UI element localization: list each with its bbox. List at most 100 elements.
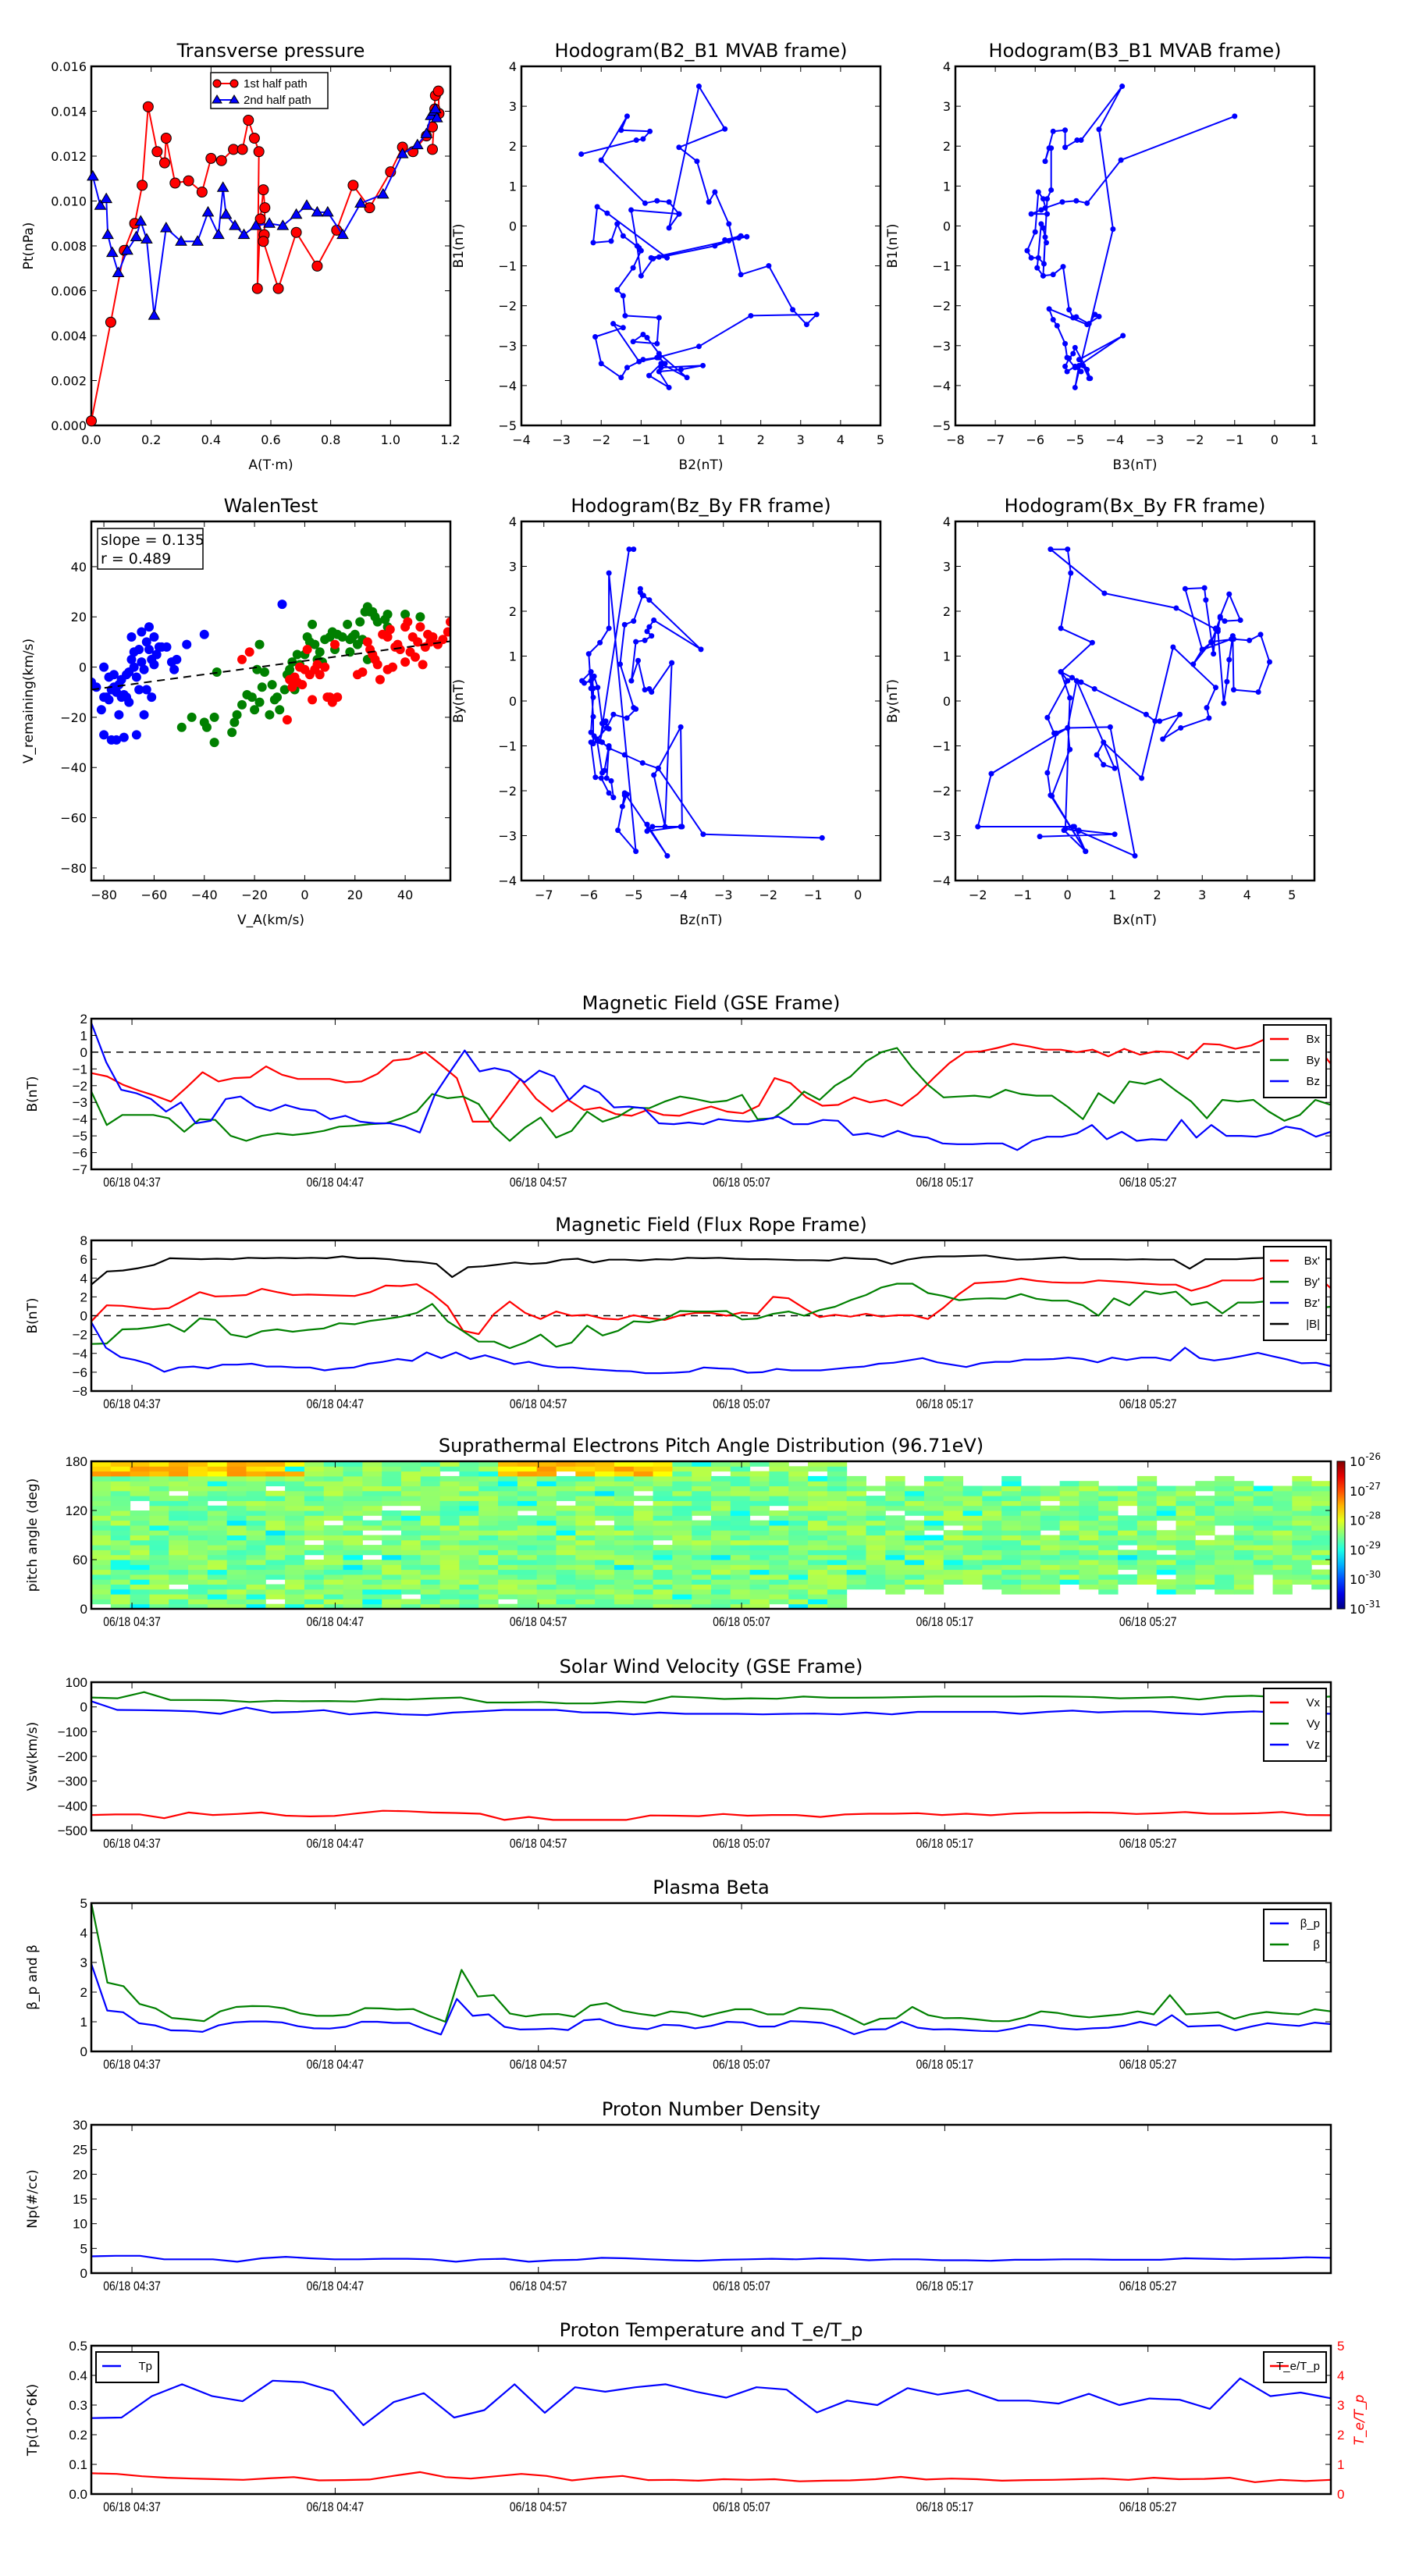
heatmap-cell: [110, 1550, 131, 1556]
y-tick-label: −8: [73, 1384, 87, 1399]
x-tick-label: 06/18 04:37: [103, 2279, 161, 2294]
heatmap-cell: [575, 1485, 596, 1492]
x-tick-label: 1.0: [381, 432, 400, 447]
heatmap-cell: [1059, 1535, 1080, 1541]
heatmap-cell: [323, 1560, 344, 1565]
heatmap-cell: [1136, 1564, 1158, 1571]
y-tick-label: 5: [80, 2241, 87, 2256]
heatmap-cell: [1292, 1520, 1312, 1526]
heatmap-cell: [1195, 1530, 1215, 1535]
heatmap-cell: [459, 1520, 479, 1526]
heatmap-cell: [169, 1525, 189, 1531]
heatmap-cell: [1156, 1515, 1176, 1521]
heatmap-cell: [595, 1564, 615, 1571]
legend-label: Tp: [138, 2360, 152, 2373]
heatmap-cell: [1292, 1545, 1312, 1550]
heatmap-cell: [343, 1471, 363, 1477]
heatmap-cell: [575, 1530, 596, 1535]
heatmap-cell: [382, 1545, 402, 1550]
heatmap-cell: [207, 1584, 228, 1590]
x-tick-label: 06/18 04:47: [307, 1397, 365, 1412]
y-tick-label: −2: [498, 299, 517, 314]
y-tick-label: 10: [73, 2217, 87, 2232]
transverse-pressure-chart: 0.0 0.2 0.4 0.6 0.8 1.0 1.20.0000.0020.0040.00…: [21, 40, 461, 473]
data-point: [290, 208, 303, 219]
heatmap-cell: [401, 1466, 422, 1472]
heatmap-cell: [943, 1550, 964, 1556]
heatmap-cell: [711, 1599, 731, 1605]
heatmap-cell: [1311, 1490, 1332, 1496]
heatmap-cell: [575, 1550, 596, 1556]
heatmap-cell: [982, 1584, 1002, 1590]
heatmap-cell: [110, 1475, 131, 1482]
heatmap-cell: [401, 1579, 422, 1585]
heatmap-cell: [149, 1515, 169, 1521]
scatter-point: [176, 722, 187, 732]
heatmap-cell: [459, 1594, 479, 1599]
heatmap-cell: [866, 1550, 886, 1556]
heatmap-cell: [846, 1539, 866, 1546]
heatmap-cell: [1195, 1545, 1215, 1550]
legend: Bx'By'Bz'|B|: [1263, 1246, 1327, 1341]
heatmap-cell: [633, 1545, 654, 1550]
heatmap-cell: [788, 1560, 809, 1565]
heatmap-cell: [846, 1505, 866, 1511]
heatmap-cell: [1176, 1579, 1196, 1585]
heatmap-cell: [885, 1496, 905, 1501]
heatmap-cell: [226, 1584, 247, 1590]
heatmap-cell: [943, 1496, 964, 1501]
heatmap-cell: [595, 1500, 615, 1507]
heatmap-cell: [923, 1584, 944, 1590]
heatmap-cell: [943, 1554, 964, 1560]
heatmap-cell: [343, 1500, 363, 1507]
heatmap-cell: [226, 1471, 247, 1477]
heatmap-cell: [730, 1500, 751, 1507]
heatmap-cell: [653, 1490, 673, 1496]
heatmap-cell: [149, 1466, 169, 1472]
heatmap-cell: [1040, 1525, 1061, 1531]
heatmap-cell: [265, 1550, 286, 1556]
scatter-point: [137, 657, 147, 667]
scatter-point: [237, 654, 247, 664]
heatmap-cell: [905, 1485, 925, 1492]
heatmap-cell: [1079, 1520, 1099, 1526]
heatmap-cell: [304, 1475, 325, 1482]
heatmap-cell: [362, 1569, 382, 1575]
heatmap-cell: [711, 1461, 731, 1467]
legend: β_pβ: [1263, 1909, 1327, 1962]
heatmap-cell: [1098, 1510, 1119, 1516]
legend-label: |B|: [1306, 1318, 1320, 1331]
y-tick-label: −7: [73, 1162, 87, 1177]
heatmap-cell: [846, 1584, 866, 1590]
heatmap-cell: [923, 1535, 944, 1541]
data-point: [656, 254, 662, 260]
heatmap-cell: [304, 1579, 325, 1585]
y-axis-label: B(nT): [25, 1297, 41, 1333]
heatmap-cell: [1021, 1490, 1041, 1496]
data-point: [1058, 669, 1064, 675]
data-point: [1066, 355, 1072, 361]
heatmap-cell: [633, 1520, 654, 1526]
heatmap-cell: [1156, 1554, 1176, 1560]
heatmap-cell: [653, 1599, 673, 1605]
legend-marker: [229, 79, 239, 88]
heatmap-cell: [304, 1510, 325, 1516]
heatmap-cell: [692, 1485, 712, 1492]
data-point: [621, 792, 628, 799]
heatmap-cell: [343, 1554, 363, 1560]
data-point: [598, 361, 604, 367]
heatmap-cell: [556, 1564, 576, 1571]
scatter-point: [410, 652, 420, 662]
heatmap-cell: [110, 1485, 131, 1492]
heatmap-cell: [362, 1603, 382, 1610]
scatter-point: [244, 647, 254, 657]
heatmap-cell: [1118, 1496, 1138, 1501]
heatmap-cell: [169, 1554, 189, 1560]
heatmap-cell: [730, 1599, 751, 1605]
heatmap-cell: [188, 1475, 208, 1482]
heatmap-cell: [91, 1554, 112, 1560]
heatmap-cell: [1233, 1481, 1254, 1486]
heatmap-cell: [110, 1515, 131, 1521]
heatmap-cell: [1215, 1475, 1235, 1482]
